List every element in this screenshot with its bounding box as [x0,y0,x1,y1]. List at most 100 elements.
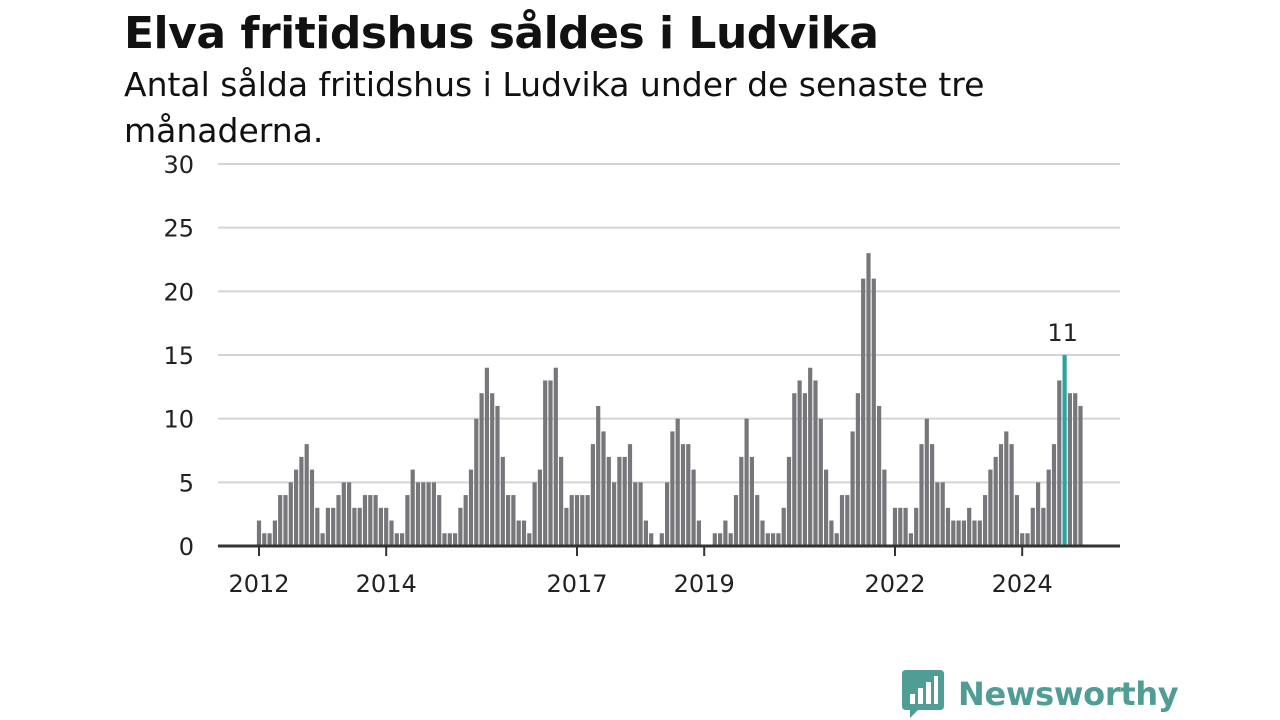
bar [320,533,325,546]
bar [262,533,267,546]
bar [431,482,436,546]
bar [521,520,527,546]
bar [892,507,898,546]
bar [871,278,876,546]
bar [336,495,341,546]
bar [511,495,516,546]
bar [1025,533,1030,546]
bar [331,507,336,546]
bar [1073,393,1078,546]
bar [983,495,988,546]
bar [712,533,717,546]
bar [453,533,458,546]
bar [956,520,961,546]
bar [728,533,733,546]
bar [665,482,670,546]
bar [818,418,823,546]
bar [1004,431,1009,546]
bar [527,533,532,546]
x-tick-label: 2012 [228,570,289,598]
bar [977,520,982,546]
highlight-value-label: 11 [1047,319,1078,347]
bar [267,533,272,546]
bar [474,418,479,546]
bar [993,456,998,546]
bar [765,533,770,546]
bar [691,469,696,546]
bar [776,533,781,546]
bar [606,456,611,546]
bar [940,482,945,546]
bar [723,520,728,546]
y-tick-label: 10 [163,406,194,434]
y-tick-label: 0 [179,533,194,561]
bar [596,405,601,546]
bar [1030,507,1035,546]
bar [898,507,903,546]
bar [442,533,447,546]
bar [256,520,262,546]
bar [617,456,622,546]
x-tick-label: 2024 [992,570,1053,598]
bar [786,456,792,546]
bar [421,482,426,546]
bar [384,507,389,546]
chart-subtitle: Antal sålda fritidshus i Ludvika under d… [124,65,985,150]
bar [601,431,606,546]
bar [1036,482,1041,546]
bar [389,520,394,546]
bar [908,533,913,546]
bar [829,520,834,546]
y-tick-label: 30 [163,151,194,179]
bar [797,380,802,546]
bar [574,495,580,546]
bar [325,507,330,546]
x-tick-label: 2017 [546,570,607,598]
bar-chart: 0 5 10 15 20 25 30 11 2012 2014 2017 2019 2022 2024 [163,151,1120,598]
bar [1067,393,1072,546]
bar [659,533,664,546]
bar [437,495,442,546]
bar [352,507,357,546]
bar [781,507,786,546]
bar [580,495,585,546]
bar [861,278,866,546]
bar [696,520,701,546]
bar [998,444,1004,546]
bar [447,533,452,546]
bar [1009,444,1014,546]
bar [585,495,590,546]
x-tick-label: 2019 [674,570,735,598]
bar [426,482,431,546]
bar [569,495,574,546]
bar [410,469,415,546]
bar [824,469,829,546]
highlight-bar [1062,355,1067,546]
bar [834,533,839,546]
bar [400,533,405,546]
y-tick-label: 15 [163,342,194,370]
bar [855,393,860,546]
bar [638,482,643,546]
newsworthy-logo: Newsworthy [902,670,1179,718]
bar [903,507,908,546]
bar [357,507,362,546]
bar [272,520,277,546]
bar [283,495,288,546]
bar [612,482,617,546]
bar [373,495,378,546]
bar [622,456,627,546]
bar [299,456,304,546]
bar [755,495,760,546]
bar [1014,495,1019,546]
bar [802,393,807,546]
bar [686,444,691,546]
bar [405,495,410,546]
bar [649,533,654,546]
bar [304,444,309,546]
bar [484,367,489,546]
bar [1057,380,1062,546]
bar [543,380,548,546]
bar [930,444,935,546]
bar [278,495,283,546]
